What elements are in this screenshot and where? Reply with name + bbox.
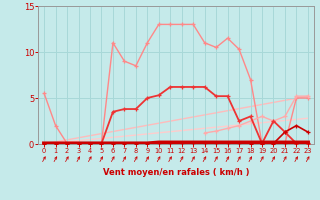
X-axis label: Vent moyen/en rafales ( km/h ): Vent moyen/en rafales ( km/h )	[103, 168, 249, 177]
